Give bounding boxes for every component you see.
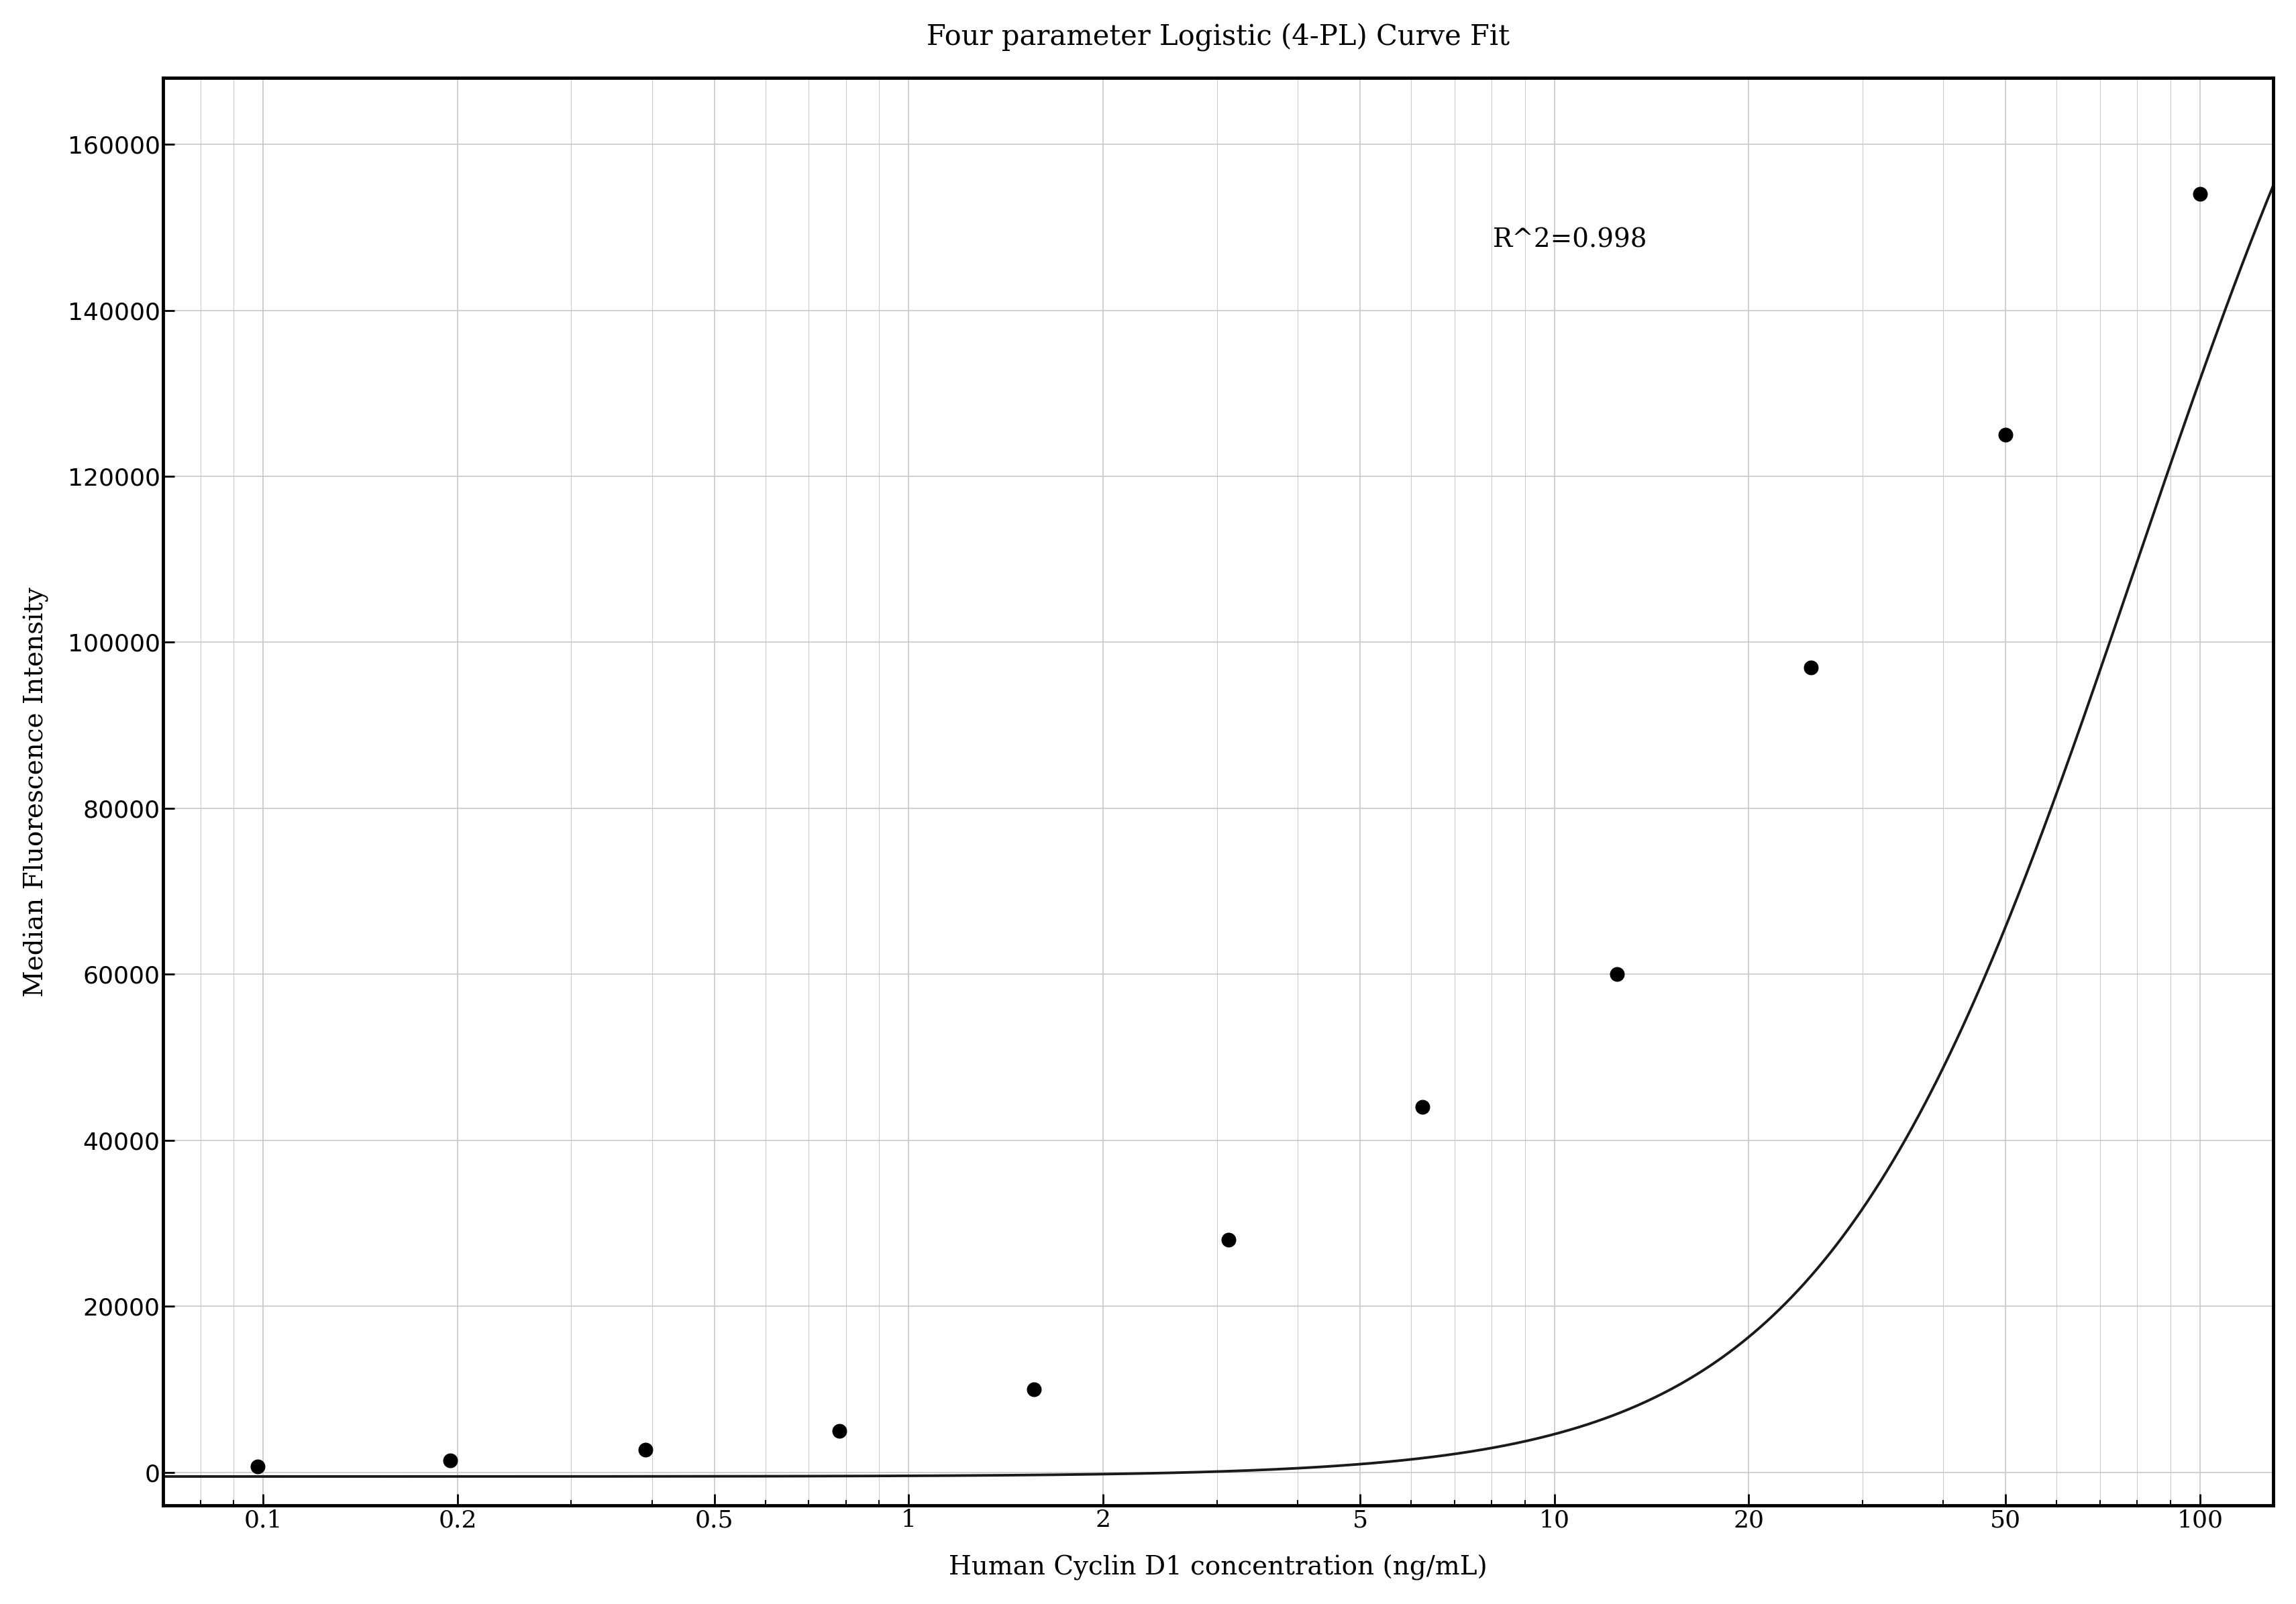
Point [1986,422,2023,448]
Point [2181,181,2218,207]
Y-axis label: Median Fluorescence Intensity: Median Fluorescence Intensity [23,587,48,996]
Title: Four parameter Logistic (4-PL) Curve Fit: Four parameter Logistic (4-PL) Curve Fit [928,24,1508,51]
Point [822,1418,859,1444]
Point [432,1448,468,1474]
Point [1598,961,1635,986]
Text: R^2=0.998: R^2=0.998 [1492,228,1646,252]
Point [239,1453,276,1479]
Point [1210,1227,1247,1253]
X-axis label: Human Cyclin D1 concentration (ng/mL): Human Cyclin D1 concentration (ng/mL) [948,1554,1488,1580]
Point [627,1437,664,1463]
Point [1793,654,1830,680]
Point [1403,1094,1440,1120]
Point [1015,1376,1052,1402]
